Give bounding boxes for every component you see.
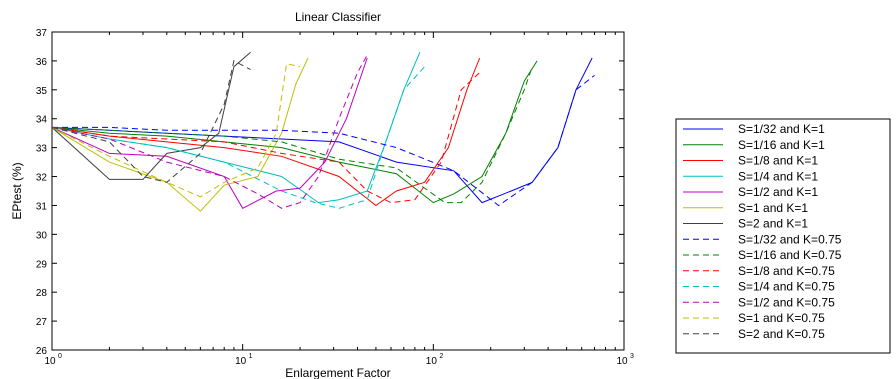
x-tick-exponent: 0 (58, 353, 62, 360)
series-line-13 (52, 63, 301, 198)
series-line-6 (52, 57, 309, 212)
legend-box (675, 118, 891, 354)
x-tick-exponent: 1 (249, 353, 253, 360)
x-tick-label: 10 (426, 356, 438, 367)
x-axis-label: Enlargement Factor (285, 366, 390, 379)
x-tick-exponent: 3 (630, 353, 634, 360)
x-tick-label: 10 (616, 356, 628, 367)
legend-label-10: S=1/8 and K=0.75 (738, 264, 835, 278)
legend-label-11: S=1/4 and K=0.75 (738, 280, 835, 294)
x-tick-exponent: 2 (439, 353, 443, 360)
y-axis-label: EPtest (%) (10, 162, 24, 219)
series-line-11 (52, 66, 425, 209)
legend-label-13: S=1 and K=0.75 (738, 311, 825, 325)
plot-frame (51, 31, 625, 351)
y-tick-label: 35 (36, 86, 48, 97)
y-tick-label: 37 (36, 28, 48, 39)
series-line-10 (52, 72, 481, 204)
series-layer (52, 51, 595, 212)
series-line-7 (52, 51, 251, 180)
legend-label-3: S=1/8 and K=1 (738, 154, 818, 168)
series-line-9 (52, 66, 533, 204)
legend-label-5: S=1/2 and K=1 (738, 185, 818, 199)
y-tick-label: 29 (36, 259, 48, 270)
x-tick-label: 10 (235, 356, 247, 367)
series-line-3 (52, 57, 481, 207)
legend-label-6: S=1 and K=1 (738, 201, 808, 215)
x-tick-label: 10 (44, 356, 56, 367)
y-tick-label: 28 (36, 288, 48, 299)
y-tick-label: 30 (36, 230, 48, 241)
y-tick-label: 31 (36, 201, 48, 212)
legend-label-2: S=1/16 and K=1 (738, 138, 825, 152)
legend-label-9: S=1/16 and K=0.75 (738, 248, 842, 262)
legend-label-1: S=1/32 and K=1 (738, 122, 825, 136)
y-tick-label: 26 (36, 346, 48, 357)
legend-label-14: S=2 and K=0.75 (738, 327, 825, 341)
series-line-2 (52, 60, 538, 204)
series-line-5 (52, 57, 368, 209)
series-line-14 (52, 60, 251, 183)
legend: S=1/32 and K=1 S=1/16 and K=1 S=1/8 and K=… (675, 118, 891, 354)
legend-label-7: S=2 and K=1 (738, 217, 808, 231)
y-tick-label: 32 (36, 173, 48, 184)
y-tick-label: 36 (36, 57, 48, 68)
series-line-12 (52, 54, 368, 209)
y-tick-label: 34 (36, 115, 48, 126)
legend-label-4: S=1/4 and K=1 (738, 169, 818, 183)
legend-label-12: S=1/2 and K=0.75 (738, 295, 835, 309)
y-tick-label: 33 (36, 144, 48, 155)
legend-label-8: S=1/32 and K=0.75 (738, 232, 842, 246)
chart-title: Linear Classifier (295, 10, 381, 24)
y-tick-label: 27 (36, 317, 48, 328)
series-line-8 (52, 75, 595, 207)
